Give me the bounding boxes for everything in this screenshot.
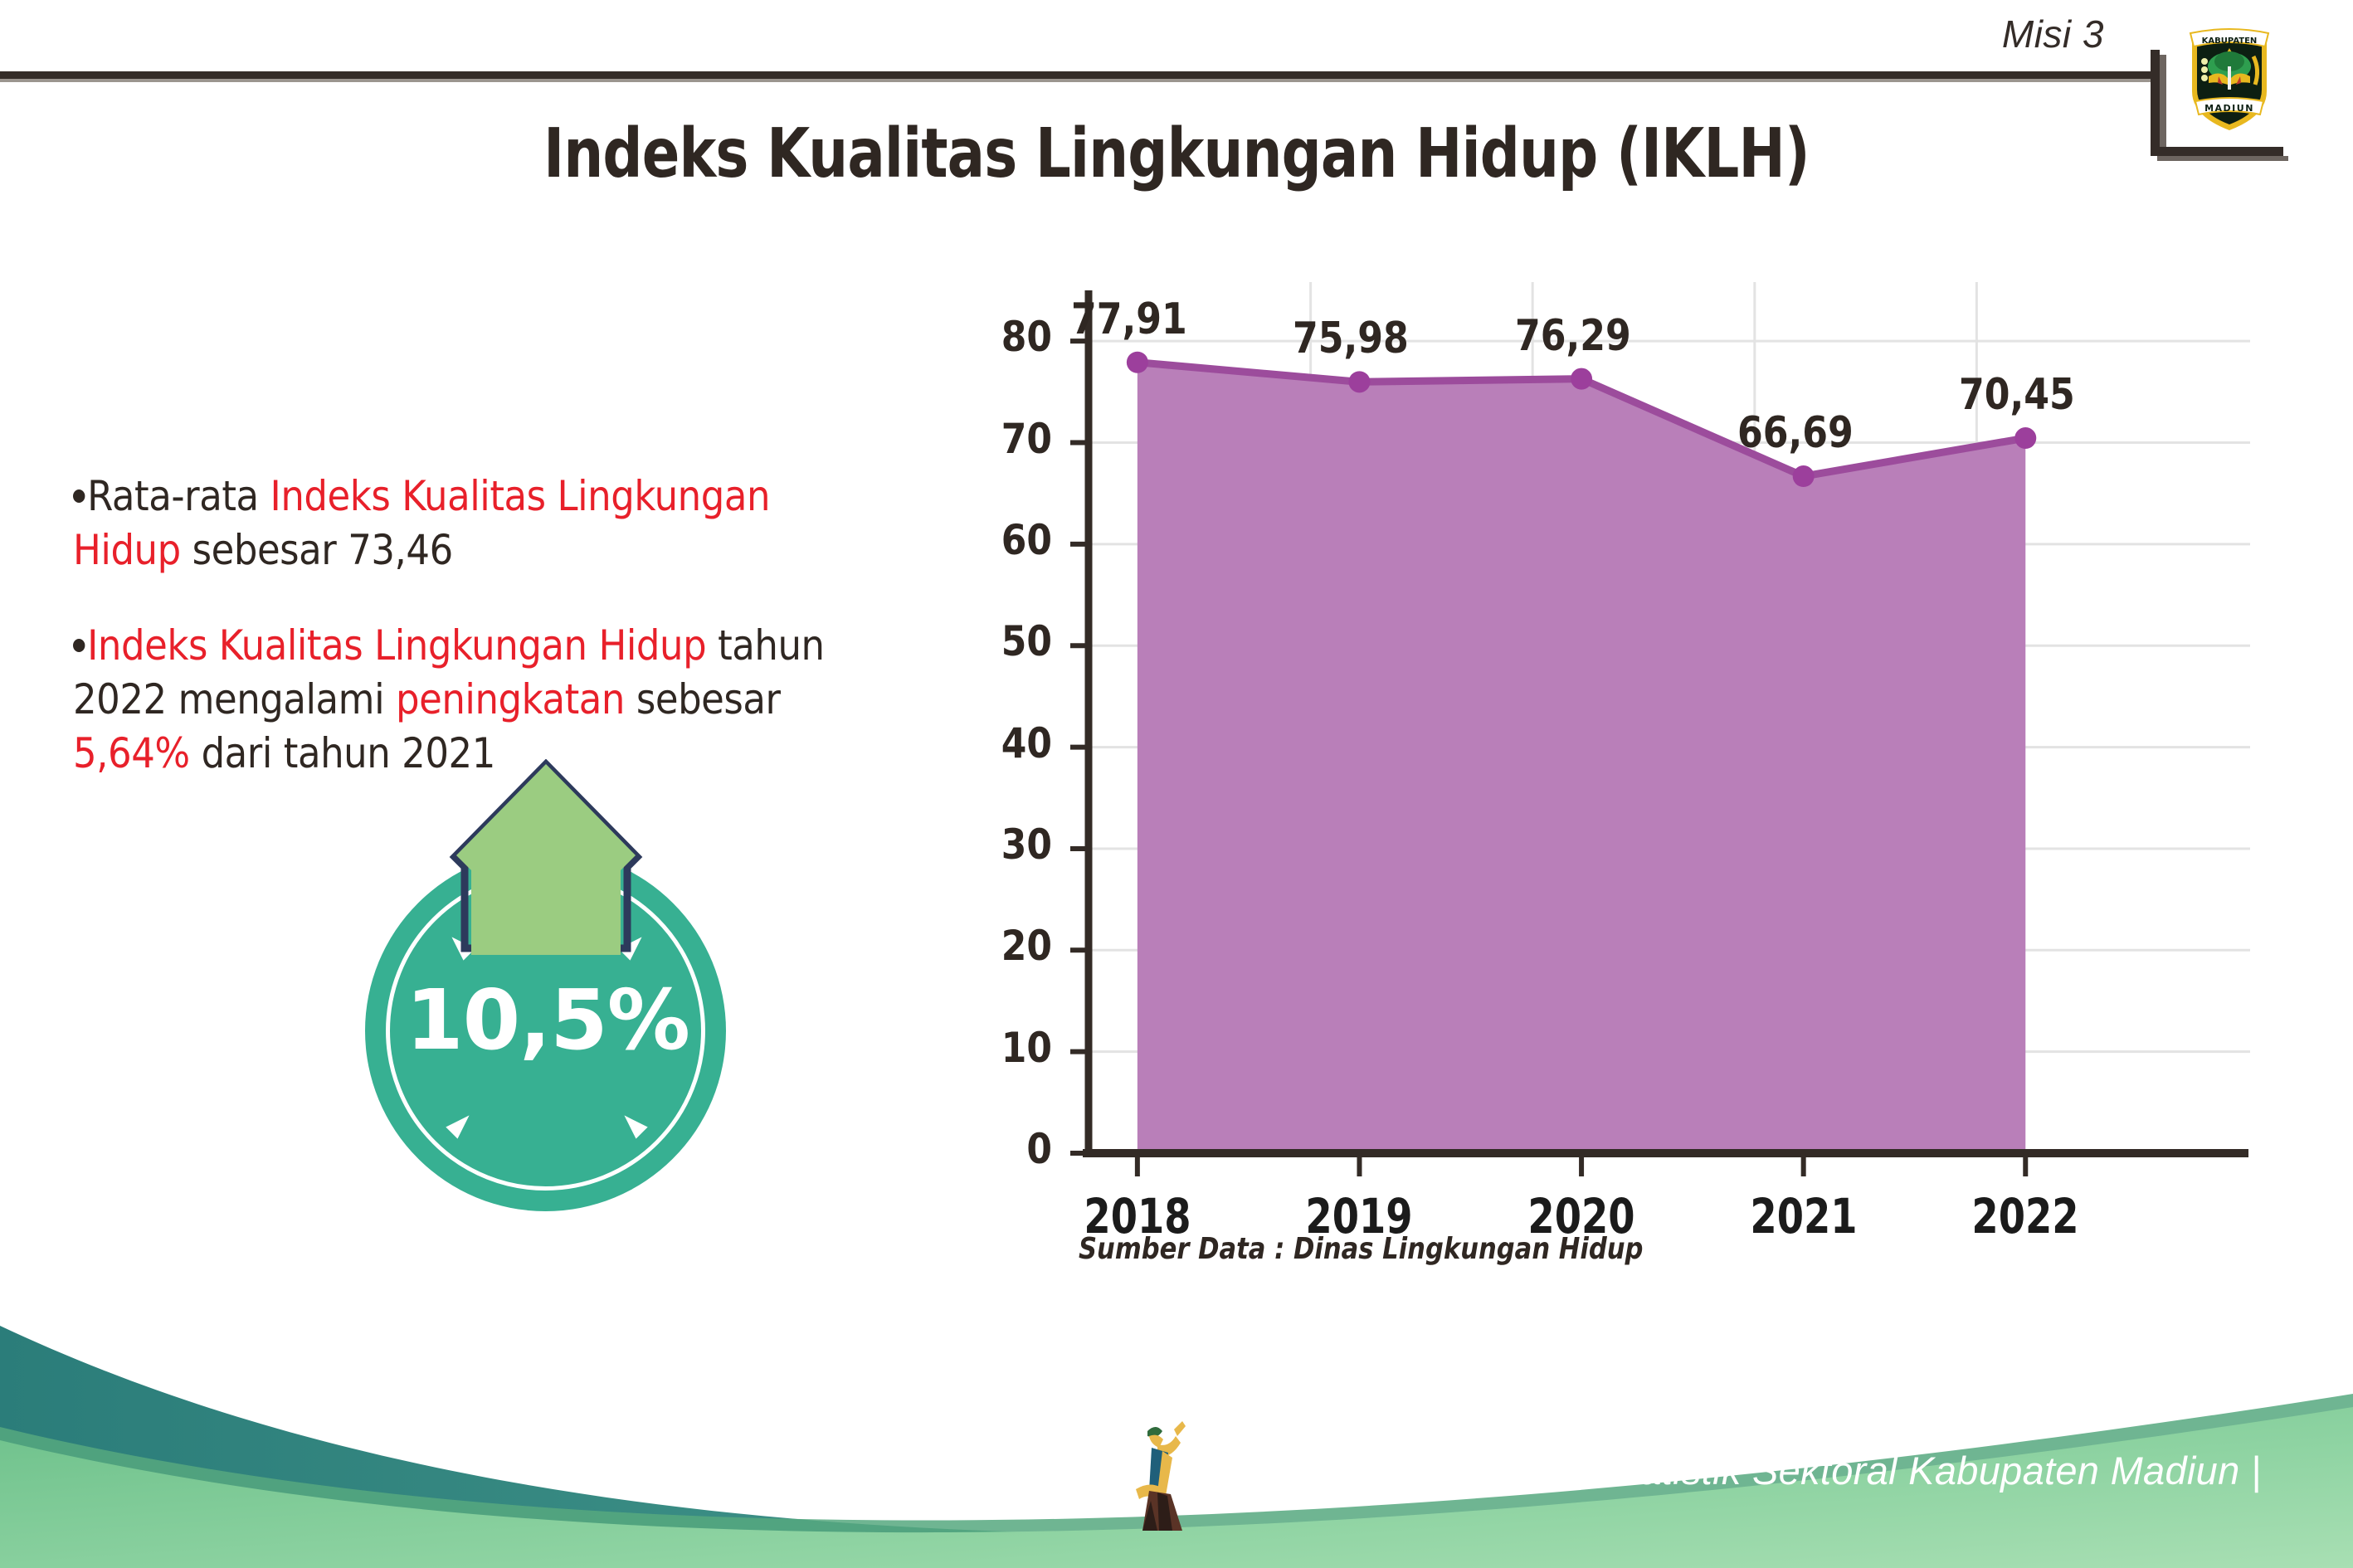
kabupaten-madiun-logo-icon: KABUPATEN MADIUN [2189,28,2270,130]
bullet-item-change: Indeks Kualitas Lingkungan Hidup tahun 2… [73,619,865,781]
svg-text:MADIUN: MADIUN [2204,103,2254,114]
chart-area-fill [1137,362,2026,1153]
chart-marker [1792,465,1815,488]
header-divider-shadow [0,79,2157,82]
chart-marker [1571,368,1593,390]
y-tick-label: 30 [1001,820,1052,869]
value-label: 75,98 [1293,314,1410,364]
header-bracket-horizontal-shadow [2157,156,2288,161]
highlight-text: Indeks Kualitas Lingkungan Hidup [87,621,707,670]
y-tick-label: 60 [1001,515,1052,564]
plain-text: tahun 2022 mengalami [73,621,825,723]
arrow-up-icon [449,759,643,955]
bullet-text-1: Rata-rata Indeks Kualitas Lingkungan Hid… [73,472,771,574]
x-tick-label: 2020 [1527,1188,1635,1244]
plain-text: Rata-rata [87,472,270,520]
svg-text:KABUPATEN: KABUPATEN [2202,37,2258,46]
chart-x-tickmarks [1134,1153,2029,1176]
y-tick-label: 50 [1001,617,1052,666]
footer: Media Infografis Data Statistik Sektoral… [0,1294,2353,1568]
header-bracket-vertical-shadow [2160,55,2166,156]
bullet-dot-icon [73,489,85,503]
x-tick-label: 2018 [1084,1188,1191,1244]
header-bracket-horizontal [2151,147,2283,156]
plain-text: dari tahun 2021 [189,729,496,777]
x-tick-label: 2019 [1305,1188,1414,1244]
value-label: 77,91 [1070,294,1187,344]
summary-bullets: Rata-rata Indeks Kualitas Lingkungan Hid… [73,470,952,822]
chart-marker [1348,371,1371,393]
y-tick-label: 80 [1001,313,1052,362]
source-note: Sumber Data : Dinas Lingkungan Hidup [1079,1232,1644,1266]
increase-badge: 10,5% [332,759,763,1211]
highlight-text: 5,64% [73,729,190,777]
misi-label: Misi 3 [2001,12,2104,56]
header-bracket-vertical [2151,50,2160,156]
highlight-text: peningkatan [395,675,625,723]
badge-value: 10,5% [406,971,690,1069]
iklh-area-chart: 0 10 20 30 40 50 60 70 80 2018 2019 2020 2021 2022 7… [979,274,2257,1244]
plain-text: sebesar [624,675,781,723]
chart-marker [2014,427,2037,450]
x-tick-label: 2021 [1750,1188,1858,1244]
page-title: Indeks Kualitas Lingkungan Hidup (IKLH) [543,114,1810,193]
footer-text: Media Infografis Data Statistik Sektoral… [1215,1449,2262,1493]
y-tick-label: 0 [1026,1125,1052,1173]
chart-marker [1126,351,1148,373]
bullet-text-2: Indeks Kualitas Lingkungan Hidup tahun 2… [73,621,825,777]
plain-text: sebesar 73,46 [180,526,454,574]
header-divider-line [0,71,2157,79]
x-tick-label: 2022 [1971,1188,2079,1244]
value-label: 70,45 [1959,370,2076,421]
chart-markers [1126,351,2037,488]
y-tick-label: 20 [1001,922,1052,971]
highlight-text: Indeks Kualitas Lingkungan Hidup [73,472,771,574]
bullet-dot-icon [73,638,85,652]
y-tick-label: 70 [1001,414,1052,463]
y-tick-label: 10 [1001,1023,1052,1072]
madiun-dancer-logo-icon [1136,1421,1186,1531]
footer-waves [0,1326,2353,1568]
chart-canvas [1070,282,2250,1176]
y-tick-label: 40 [1001,718,1052,767]
bullet-item-average: Rata-rata Indeks Kualitas Lingkungan Hid… [73,470,865,577]
value-label: 76,29 [1515,310,1631,361]
value-label: 66,69 [1737,408,1854,459]
